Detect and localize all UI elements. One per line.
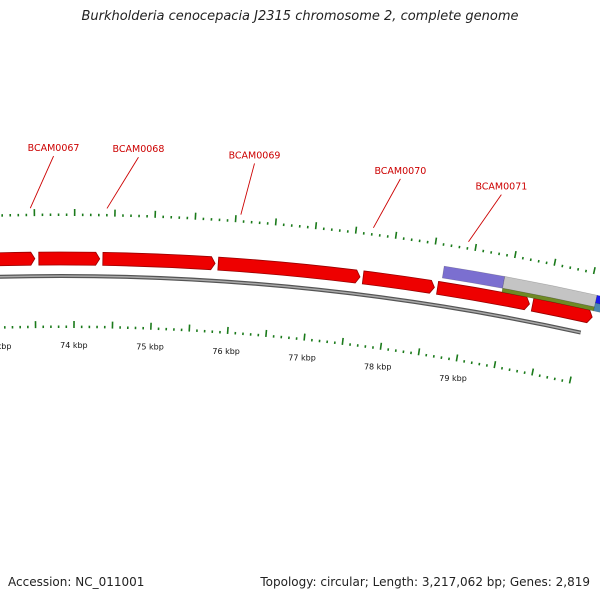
- genome-summary-text: Topology: circular; Length: 3,217,062 bp…: [260, 575, 590, 589]
- tick-label: 76 kbp: [212, 347, 240, 356]
- gene-label-line: [240, 163, 255, 215]
- backbone-track: [0, 274, 582, 335]
- tick-label: 77 kbp: [288, 353, 316, 362]
- inner-tick: [455, 354, 459, 362]
- gene-label[interactable]: BCAM0070: [374, 166, 426, 177]
- inner-tick: [546, 375, 549, 379]
- inner-tick: [493, 361, 497, 369]
- gene-labels: BCAM0067 BCAM0068 BCAM0069 BCAM0070 BCAM0071: [28, 143, 528, 193]
- gene-label[interactable]: BCAM0067: [28, 143, 80, 154]
- gene-arrow: [38, 251, 101, 266]
- inner-tick: [417, 348, 421, 356]
- outer-tick: [474, 243, 478, 252]
- gene-arrow: [530, 297, 593, 324]
- outer-tick: [274, 218, 277, 226]
- accession-text: Accession: NC_011001: [8, 575, 145, 589]
- outer-tick: [394, 231, 398, 239]
- map-title: Burkholderia cenocepacia J2315 chromosom…: [81, 9, 519, 24]
- gene-label-lines: [29, 155, 502, 242]
- gene-label[interactable]: BCAM0071: [475, 182, 527, 193]
- gene-label-line: [29, 155, 54, 209]
- gene-block-purple: [441, 265, 506, 289]
- inner-tick: [538, 374, 541, 378]
- inner-tick: [553, 377, 556, 381]
- inner-tick: [303, 333, 306, 341]
- outer-tick: [577, 267, 580, 271]
- inner-tick: [265, 329, 268, 338]
- gene-label[interactable]: BCAM0068: [113, 144, 165, 155]
- inner-tick: [568, 376, 572, 384]
- gene-label[interactable]: BCAM0069: [229, 150, 281, 161]
- tick-label: 79 kbp: [439, 374, 467, 383]
- tick-labels: 73 kbp 74 kbp 75 kbp 76 kbp 77 kbp 78 kbp 79 k…: [0, 341, 467, 383]
- inner-tick: [531, 368, 535, 376]
- gene-label-line: [106, 156, 139, 209]
- tick-label: 73 kbp: [0, 342, 11, 351]
- tick-label: 78 kbp: [364, 363, 392, 372]
- outer-tick: [354, 226, 358, 234]
- outer-tick: [561, 264, 564, 268]
- outer-tick: [553, 258, 557, 266]
- gene-arrow: [217, 256, 361, 284]
- gene-block-steel: [593, 302, 600, 313]
- gene-block-blue: [594, 294, 600, 305]
- outer-tick-track: [1, 209, 596, 275]
- outer-tick: [569, 266, 572, 270]
- gene-label-line: [468, 194, 502, 242]
- gene-arrow: [436, 280, 530, 311]
- inner-tick: [379, 342, 383, 350]
- inner-tick: [341, 337, 344, 345]
- gene-arrow: [361, 270, 435, 294]
- backbone-line: [0, 275, 581, 334]
- outer-tick: [592, 266, 596, 275]
- gene-arrow: [102, 251, 216, 271]
- outer-tick: [584, 269, 588, 273]
- gene-label-line: [373, 178, 401, 229]
- tick-label: 75 kbp: [136, 343, 164, 352]
- feature-track: [0, 251, 600, 324]
- inner-tick: [561, 379, 564, 382]
- gene-block-olive: [501, 287, 595, 312]
- gene-arrow: [0, 251, 36, 267]
- tick-label: 74 kbp: [60, 341, 88, 350]
- outer-tick: [314, 222, 318, 230]
- outer-tick: [513, 250, 517, 259]
- inner-tick-track: [3, 321, 572, 384]
- outer-tick: [434, 237, 438, 245]
